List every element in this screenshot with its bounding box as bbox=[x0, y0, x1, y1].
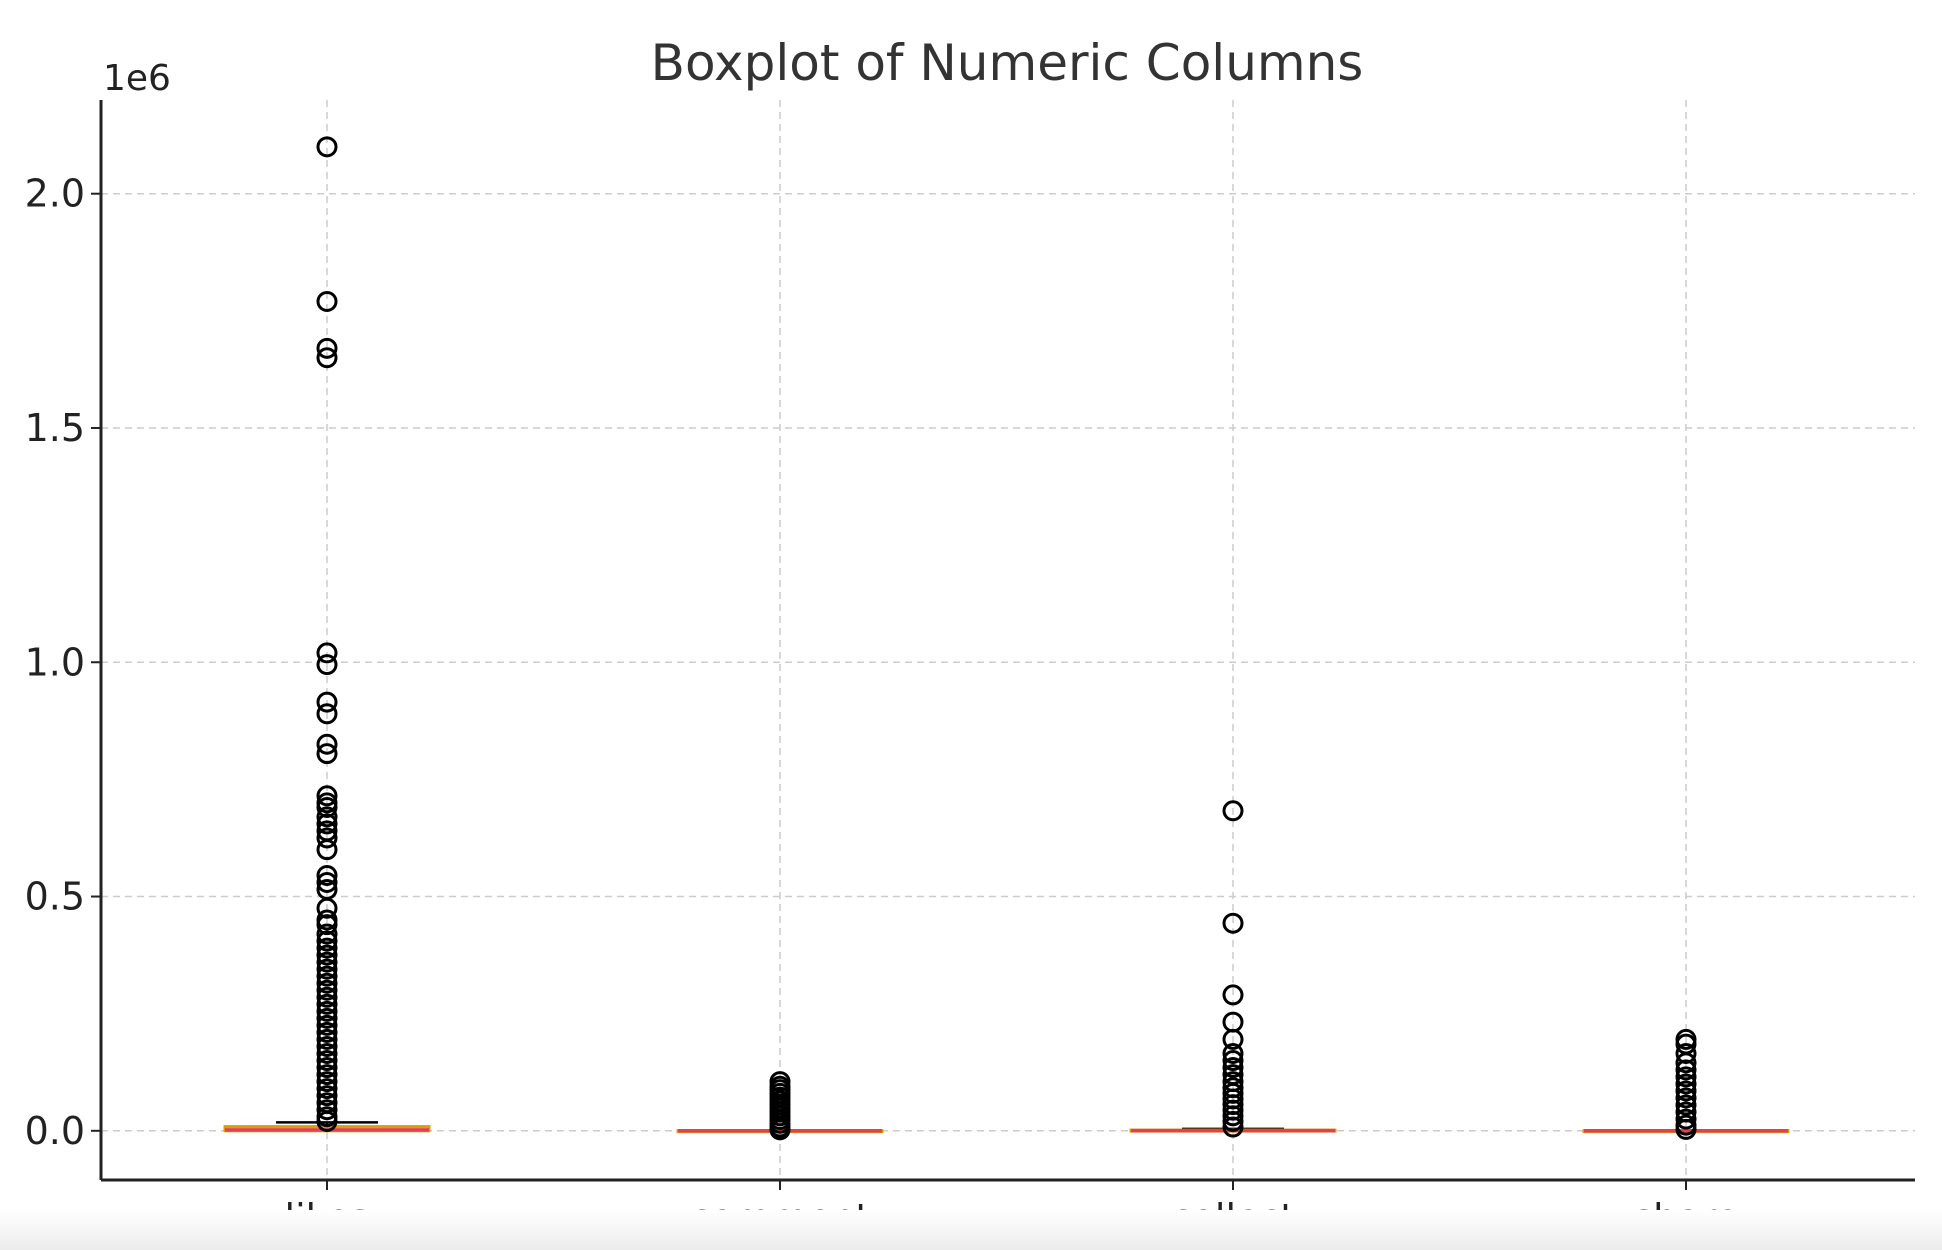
outlier-point bbox=[316, 654, 338, 676]
y-tick-label: 1.0 bbox=[25, 640, 85, 684]
outlier-point bbox=[1675, 1108, 1697, 1130]
outlier-point bbox=[316, 1085, 338, 1107]
outlier-point bbox=[1222, 1110, 1244, 1132]
outlier-point bbox=[1222, 1050, 1244, 1072]
boxes bbox=[223, 136, 1790, 1141]
y-offset-label: 1e6 bbox=[103, 58, 171, 99]
outlier-point bbox=[1675, 1073, 1697, 1095]
outlier-point bbox=[316, 703, 338, 725]
outlier-point bbox=[316, 797, 338, 819]
outlier-point bbox=[316, 986, 338, 1008]
outlier-point bbox=[316, 347, 338, 369]
outlier-point bbox=[1675, 1042, 1697, 1064]
outlier-point bbox=[316, 1042, 338, 1064]
outlier-point bbox=[1222, 1028, 1244, 1050]
y-tick-label: 1.5 bbox=[25, 406, 85, 450]
box-group-likes bbox=[223, 136, 431, 1133]
outlier-point bbox=[316, 642, 338, 664]
outlier-point bbox=[316, 337, 338, 359]
box-group-comment bbox=[676, 1071, 884, 1141]
outlier-point bbox=[316, 733, 338, 755]
outlier-point bbox=[1222, 1105, 1244, 1127]
outlier-point bbox=[1222, 1057, 1244, 1079]
outlier-point bbox=[316, 839, 338, 861]
outlier-point bbox=[316, 1064, 338, 1086]
outlier-point bbox=[1222, 984, 1244, 1006]
y-tick-label: 2.0 bbox=[25, 172, 85, 216]
outlier-point bbox=[316, 1021, 338, 1043]
y-tick-label: 0.5 bbox=[25, 875, 85, 919]
outlier-point bbox=[316, 691, 338, 713]
outlier-point bbox=[316, 979, 338, 1001]
outlier-point bbox=[316, 871, 338, 893]
outlier-point bbox=[1222, 1042, 1244, 1064]
outlier-point bbox=[1675, 1059, 1697, 1081]
grid-lines bbox=[101, 100, 1915, 1180]
outlier-point bbox=[316, 944, 338, 966]
outlier-point bbox=[316, 1078, 338, 1100]
chart-title: Boxplot of Numeric Columns bbox=[651, 34, 1364, 92]
outlier-point bbox=[316, 914, 338, 936]
outlier-point bbox=[316, 827, 338, 849]
outlier-point bbox=[1675, 1087, 1697, 1109]
outlier-point bbox=[1675, 1052, 1697, 1074]
outlier-point bbox=[316, 951, 338, 973]
outlier-point bbox=[1675, 1066, 1697, 1088]
outlier-point bbox=[316, 923, 338, 945]
box-group-collect bbox=[1129, 800, 1337, 1138]
outlier-point bbox=[1222, 800, 1244, 822]
outlier-point bbox=[316, 993, 338, 1015]
outlier-point bbox=[316, 972, 338, 994]
outlier-point bbox=[316, 743, 338, 765]
outlier-point bbox=[316, 1000, 338, 1022]
outlier-point bbox=[1675, 1118, 1697, 1140]
outlier-point bbox=[1675, 1080, 1697, 1102]
outlier-point bbox=[316, 897, 338, 919]
outlier-point bbox=[769, 1119, 791, 1141]
outlier-point bbox=[316, 813, 338, 835]
outlier-point bbox=[1222, 912, 1244, 934]
outlier-point bbox=[1222, 1116, 1244, 1138]
outlier-point bbox=[316, 1071, 338, 1093]
outlier-point bbox=[316, 864, 338, 886]
axes bbox=[99, 100, 1915, 1182]
outlier-point bbox=[316, 958, 338, 980]
outlier-point bbox=[316, 1014, 338, 1036]
outlier-point bbox=[316, 1035, 338, 1057]
outlier-point bbox=[316, 785, 338, 807]
outlier-point bbox=[316, 937, 338, 959]
outlier-point bbox=[316, 136, 338, 158]
outlier-point bbox=[1675, 1094, 1697, 1116]
outlier-point bbox=[316, 1099, 338, 1121]
outlier-point bbox=[316, 1007, 338, 1029]
outlier-point bbox=[316, 930, 338, 952]
outlier-point bbox=[316, 290, 338, 312]
box-group-share bbox=[1582, 1028, 1790, 1140]
outlier-point bbox=[316, 806, 338, 828]
window-bottom-edge bbox=[0, 1210, 1942, 1250]
outlier-point bbox=[316, 1050, 338, 1072]
outlier-point bbox=[316, 1028, 338, 1050]
outlier-point bbox=[316, 1110, 338, 1132]
y-tick-label: 0.0 bbox=[25, 1109, 85, 1153]
tick-labels: 0.00.51.01.52.0likescommentcollectshare bbox=[25, 172, 1739, 1240]
outlier-point bbox=[316, 1057, 338, 1079]
outlier-point bbox=[316, 965, 338, 987]
